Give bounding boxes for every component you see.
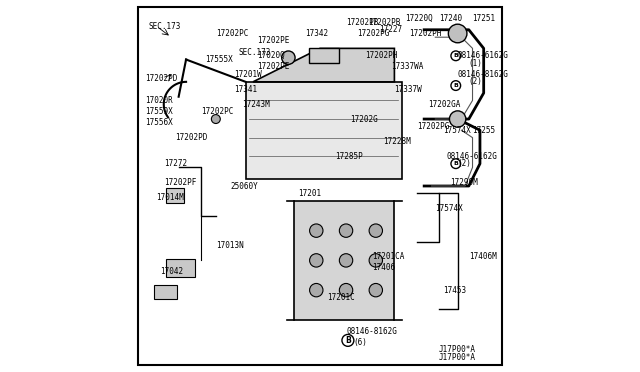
Circle shape <box>310 224 323 237</box>
Text: 17202PG: 17202PG <box>417 122 449 131</box>
Text: 17227: 17227 <box>380 25 403 34</box>
Text: (1): (1) <box>468 59 483 68</box>
Text: 17255: 17255 <box>472 126 495 135</box>
Text: 08146-6162G: 08146-6162G <box>458 51 509 60</box>
Circle shape <box>449 111 466 127</box>
Text: 17201W: 17201W <box>234 70 262 79</box>
Text: 17228M: 17228M <box>383 137 411 146</box>
Circle shape <box>339 224 353 237</box>
Circle shape <box>369 224 383 237</box>
Text: 17285P: 17285P <box>335 152 363 161</box>
Text: 17240: 17240 <box>439 14 462 23</box>
Text: 17202G: 17202G <box>349 115 378 124</box>
Circle shape <box>282 51 295 64</box>
Text: B: B <box>453 83 458 88</box>
Polygon shape <box>253 48 394 82</box>
Text: 17220Q: 17220Q <box>406 14 433 23</box>
Text: 17202PB: 17202PB <box>369 18 401 27</box>
Text: 17337WA: 17337WA <box>390 62 423 71</box>
Circle shape <box>451 51 461 61</box>
Text: 17202PC: 17202PC <box>216 29 248 38</box>
Text: 17202PC: 17202PC <box>201 107 234 116</box>
Circle shape <box>310 283 323 297</box>
Text: 17013N: 17013N <box>216 241 244 250</box>
Text: 17201CA: 17201CA <box>372 252 404 261</box>
Text: SEC.173: SEC.173 <box>238 48 271 57</box>
Text: 17406: 17406 <box>372 263 396 272</box>
Text: 17453: 17453 <box>443 286 466 295</box>
Circle shape <box>310 254 323 267</box>
Circle shape <box>369 254 383 267</box>
Text: 17202PH: 17202PH <box>365 51 397 60</box>
Text: 17202PE: 17202PE <box>257 36 289 45</box>
Text: 08146-8162G: 08146-8162G <box>458 70 509 79</box>
Text: 17202PD: 17202PD <box>145 74 177 83</box>
Text: 17201: 17201 <box>298 189 321 198</box>
FancyBboxPatch shape <box>166 188 184 203</box>
Text: 17202PE: 17202PE <box>257 62 289 71</box>
Text: 17251: 17251 <box>472 14 495 23</box>
Circle shape <box>369 283 383 297</box>
Text: 17202PG: 17202PG <box>357 29 390 38</box>
Text: B: B <box>345 336 351 345</box>
Text: 17342: 17342 <box>305 29 328 38</box>
Text: J17P00*A: J17P00*A <box>439 345 476 354</box>
Text: 17202GA: 17202GA <box>428 100 460 109</box>
Text: SEC.173: SEC.173 <box>149 22 181 31</box>
FancyBboxPatch shape <box>166 259 195 277</box>
Text: 17341: 17341 <box>234 85 257 94</box>
Text: J17P00*A: J17P00*A <box>439 353 476 362</box>
Text: B: B <box>453 161 458 166</box>
Text: 17020R: 17020R <box>145 96 173 105</box>
Polygon shape <box>309 48 339 63</box>
Text: 17202PH: 17202PH <box>410 29 442 38</box>
Text: 17042: 17042 <box>160 267 183 276</box>
Text: 17201C: 17201C <box>328 293 355 302</box>
Circle shape <box>211 115 220 124</box>
Circle shape <box>342 334 354 346</box>
Text: 17290M: 17290M <box>450 178 478 187</box>
Text: (2): (2) <box>468 77 483 86</box>
Text: 17337W: 17337W <box>394 85 422 94</box>
Circle shape <box>339 283 353 297</box>
Text: 17202PB: 17202PB <box>346 18 378 27</box>
Text: 17406M: 17406M <box>468 252 497 261</box>
Text: 17574X: 17574X <box>443 126 470 135</box>
Polygon shape <box>294 201 394 320</box>
FancyBboxPatch shape <box>154 285 177 299</box>
Text: 17202PF: 17202PF <box>164 178 196 187</box>
Text: 17202PD: 17202PD <box>175 133 207 142</box>
Text: 08146-6162G: 08146-6162G <box>447 152 497 161</box>
Text: 17272: 17272 <box>164 159 187 168</box>
Text: 17574X: 17574X <box>435 204 463 213</box>
Text: B: B <box>453 53 458 58</box>
Text: 17014M: 17014M <box>156 193 184 202</box>
Text: 17020Q: 17020Q <box>257 51 285 60</box>
Circle shape <box>451 81 461 90</box>
Text: 17559X: 17559X <box>145 107 173 116</box>
Circle shape <box>449 24 467 43</box>
Text: 25060Y: 25060Y <box>231 182 259 190</box>
Text: 17556X: 17556X <box>145 118 173 127</box>
Text: 08146-8162G: 08146-8162G <box>346 327 397 336</box>
Circle shape <box>451 159 461 169</box>
Text: 17243M: 17243M <box>242 100 269 109</box>
Text: (6): (6) <box>353 338 367 347</box>
Circle shape <box>339 254 353 267</box>
Polygon shape <box>246 82 402 179</box>
Text: (2): (2) <box>458 159 472 168</box>
Text: 17555X: 17555X <box>205 55 232 64</box>
